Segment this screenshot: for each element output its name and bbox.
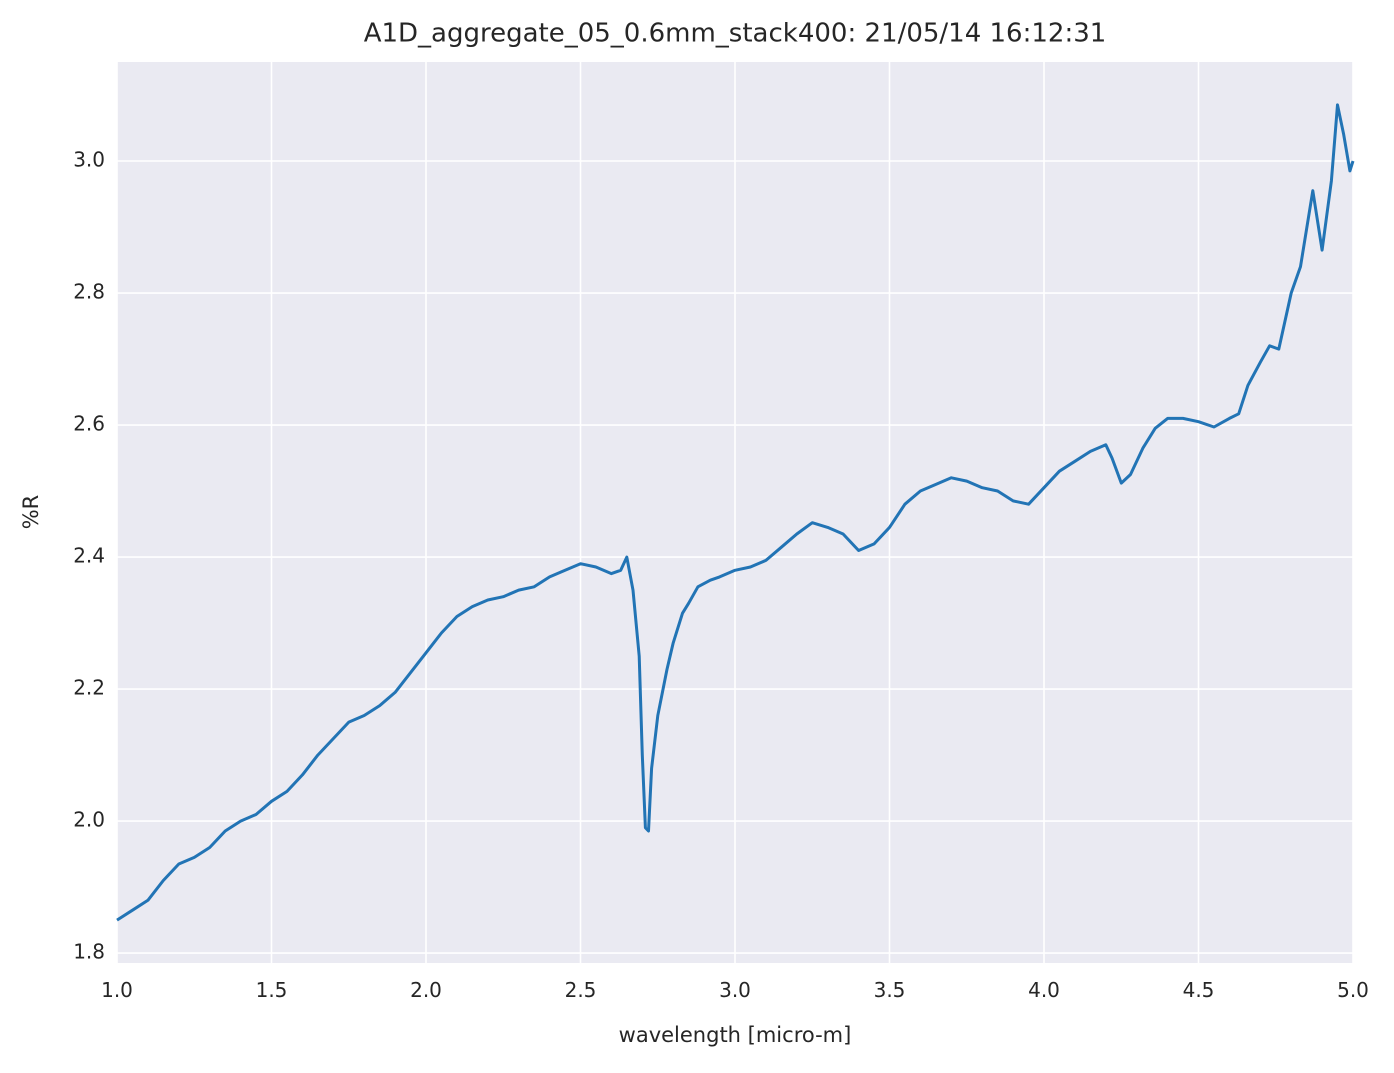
x-tick-label: 1.5 [256, 978, 288, 1002]
x-axis-label: wavelength [micro-m] [619, 1023, 852, 1047]
chart-title: A1D_aggregate_05_0.6mm_stack400: 21/05/1… [364, 19, 1107, 49]
y-tick-label: 2.0 [73, 808, 105, 832]
x-tick-label: 2.0 [410, 978, 442, 1002]
y-tick-label: 2.8 [73, 280, 105, 304]
x-tick-label: 4.0 [1028, 978, 1060, 1002]
y-axis-label: %R [19, 495, 43, 530]
x-tick-label: 4.5 [1183, 978, 1215, 1002]
x-tick-label: 1.0 [101, 978, 133, 1002]
y-tick-label: 2.4 [73, 544, 105, 568]
data-line [116, 103, 1355, 922]
y-tick-label: 3.0 [73, 148, 105, 172]
x-tick-label: 2.5 [565, 978, 597, 1002]
x-tick-label: 3.0 [719, 978, 751, 1002]
y-tick-label: 2.2 [73, 676, 105, 700]
y-tick-label: 2.6 [73, 412, 105, 436]
x-tick-label: 5.0 [1337, 978, 1369, 1002]
x-tick-label: 3.5 [874, 978, 906, 1002]
y-tick-label: 1.8 [73, 940, 105, 964]
